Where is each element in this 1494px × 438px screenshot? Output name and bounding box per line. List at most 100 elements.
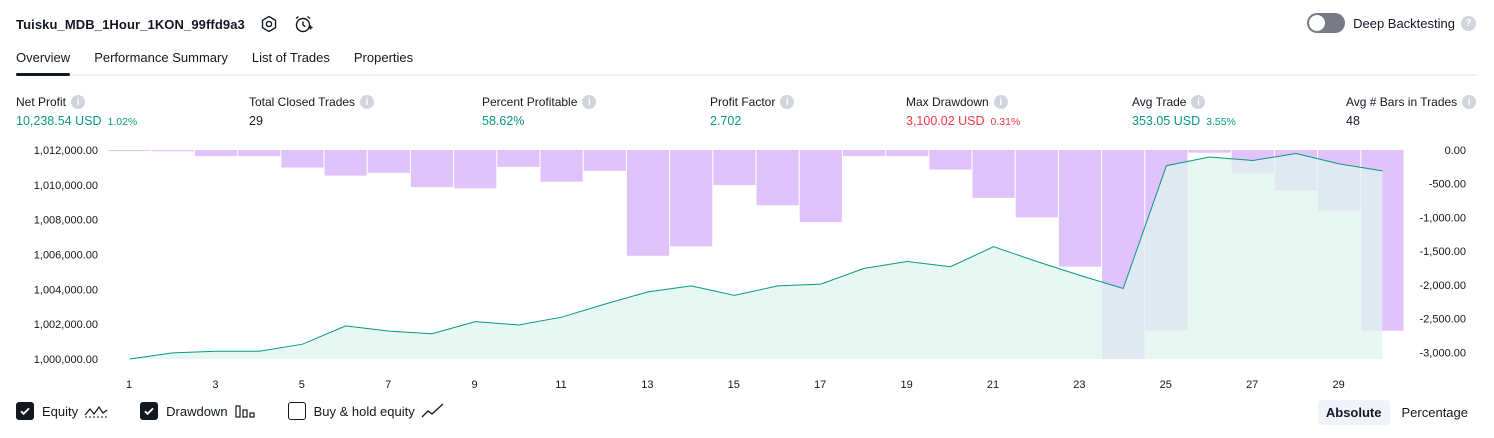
legend-drawdown[interactable]: Drawdown [140,402,255,420]
drawdown-bar [410,150,454,188]
metric-value: 2.702 [710,114,742,128]
x-axis-tick: 25 [1160,379,1172,391]
absolute-button[interactable]: Absolute [1317,400,1390,425]
metric-avg-trade: Avg Trade i 353.05 USD 3.55% [1132,94,1236,128]
deep-backtesting: Deep Backtesting ? [1307,13,1476,33]
tab-list-of-trades[interactable]: List of Trades [251,50,330,65]
drawdown-bar [842,150,886,157]
x-axis-tick: 3 [212,379,218,391]
drawdown-bar [497,150,540,167]
drawdown-bar [670,150,713,247]
x-axis-tick: 23 [1073,379,1085,391]
left-axis-tick: 1,012,000.00 [34,145,98,157]
deep-backtesting-label: Deep Backtesting [1353,15,1455,31]
equity-line-icon [84,403,108,419]
x-axis-tick: 21 [987,379,999,391]
metric-label: Percent Profitable [482,95,578,109]
drawdown-bar [238,150,281,157]
left-axis-tick: 1,010,000.00 [34,180,98,192]
drawdown-bar [540,150,583,182]
left-axis-tick: 1,004,000.00 [34,284,98,296]
drawdown-bar [1188,150,1231,153]
metric-percent: 3.55% [1206,116,1236,128]
equity-drawdown-chart: 1,012,000.00 1,010,000.00 1,008,000.00 1,00… [34,145,1466,391]
info-icon[interactable]: i [993,95,1008,109]
settings-icon[interactable] [259,14,279,34]
legend-drawdown-label: Drawdown [166,403,228,419]
x-axis-tick: 1 [126,379,132,391]
metric-value: 353.05 USD [1132,114,1201,128]
drawdown-bar [972,150,1015,198]
x-axis-tick: 5 [299,379,305,391]
metric-value: 3,100.02 USD [906,114,985,128]
metric-label: Profit Factor [710,95,776,109]
scale-mode: Absolute Percentage [1314,400,1476,425]
equity-area [129,153,1383,359]
trend-line-icon [421,403,445,419]
strategy-title: Tuisku_MDB_1Hour_1KON_99ffd9a3 [16,16,245,32]
metric-percent: 1.02% [107,116,138,128]
metric-percent: 0.31% [990,116,1021,128]
percentage-button[interactable]: Percentage [1401,405,1469,420]
right-axis-tick: 0.00 [1445,145,1466,157]
drawdown-bar [367,150,410,173]
left-axis-tick: 1,000,000.00 [34,354,98,366]
metric-label: Avg Trade [1132,95,1187,109]
left-axis-tick: 1,008,000.00 [34,215,98,227]
legend-equity[interactable]: Equity [16,402,108,420]
metric-value: 48 [1346,114,1360,128]
right-axis-tick: -1,000.00 [1420,212,1466,224]
tab-overview[interactable]: Overview [16,48,71,76]
x-axis-tick: 9 [472,379,478,391]
x-axis-tick: 13 [641,379,653,391]
info-icon[interactable]: i [582,95,597,109]
metric-net-profit: Net Profit i 10,238.54 USD 1.02% [16,94,137,128]
drawdown-bar [1058,150,1102,267]
x-axis-tick: 11 [555,379,566,391]
x-axis-tick: 27 [1246,379,1258,391]
metric-avg-bars: Avg # Bars in Trades i 48 [1346,94,1477,128]
metric-label: Net Profit [16,95,67,109]
left-axis-tick: 1,006,000.00 [34,250,98,262]
drawdown-bar [324,150,367,176]
help-icon[interactable]: ? [1461,15,1476,31]
metric-percent-profitable: Percent Profitable i 58.62% [482,94,597,128]
right-axis-tick: -2,500.00 [1420,314,1466,326]
metric-profit-factor: Profit Factor i 2.702 [710,94,795,128]
x-axis-tick: 17 [814,379,826,391]
info-icon[interactable]: i [1191,95,1206,109]
tab-performance-summary[interactable]: Performance Summary [94,50,228,65]
equity-checkbox[interactable] [16,402,34,420]
info-icon[interactable]: i [1462,95,1477,109]
legend-equity-label: Equity [42,403,79,419]
drawdown-bar [194,150,238,157]
buy-hold-checkbox[interactable] [287,402,306,420]
right-axis-tick: -1,500.00 [1420,246,1466,258]
right-axis-tick: -2,000.00 [1420,280,1466,292]
left-axis-tick: 1,002,000.00 [34,319,98,331]
equity-line [129,152,1383,360]
info-icon[interactable]: i [71,95,86,109]
metric-label: Max Drawdown [906,95,989,109]
drawdown-bar [454,150,497,189]
info-icon[interactable]: i [360,95,375,109]
drawdown-checkbox[interactable] [140,402,159,420]
x-axis-tick: 29 [1332,379,1344,391]
drawdown-bar [799,150,842,223]
metric-value: 58.62% [482,114,525,128]
metric-value: 10,238.54 USD [16,114,102,128]
metric-label: Avg # Bars in Trades [1346,95,1458,109]
alarm-clock-icon[interactable] [293,14,313,34]
info-icon[interactable]: i [780,95,795,109]
bar-chart-icon [234,403,256,419]
legend-buy-hold-label: Buy & hold equity [313,403,415,419]
drawdown-bar [108,150,151,151]
legend-buy-hold[interactable]: Buy & hold equity [287,402,445,420]
drawdown-bar [151,150,194,152]
drawdown-bar [929,150,972,170]
metric-label: Total Closed Trades [249,95,356,109]
deep-backtesting-toggle[interactable] [1307,13,1346,33]
metric-value: 29 [249,114,263,128]
drawdown-bar [281,150,324,168]
tab-properties[interactable]: Properties [353,50,414,65]
